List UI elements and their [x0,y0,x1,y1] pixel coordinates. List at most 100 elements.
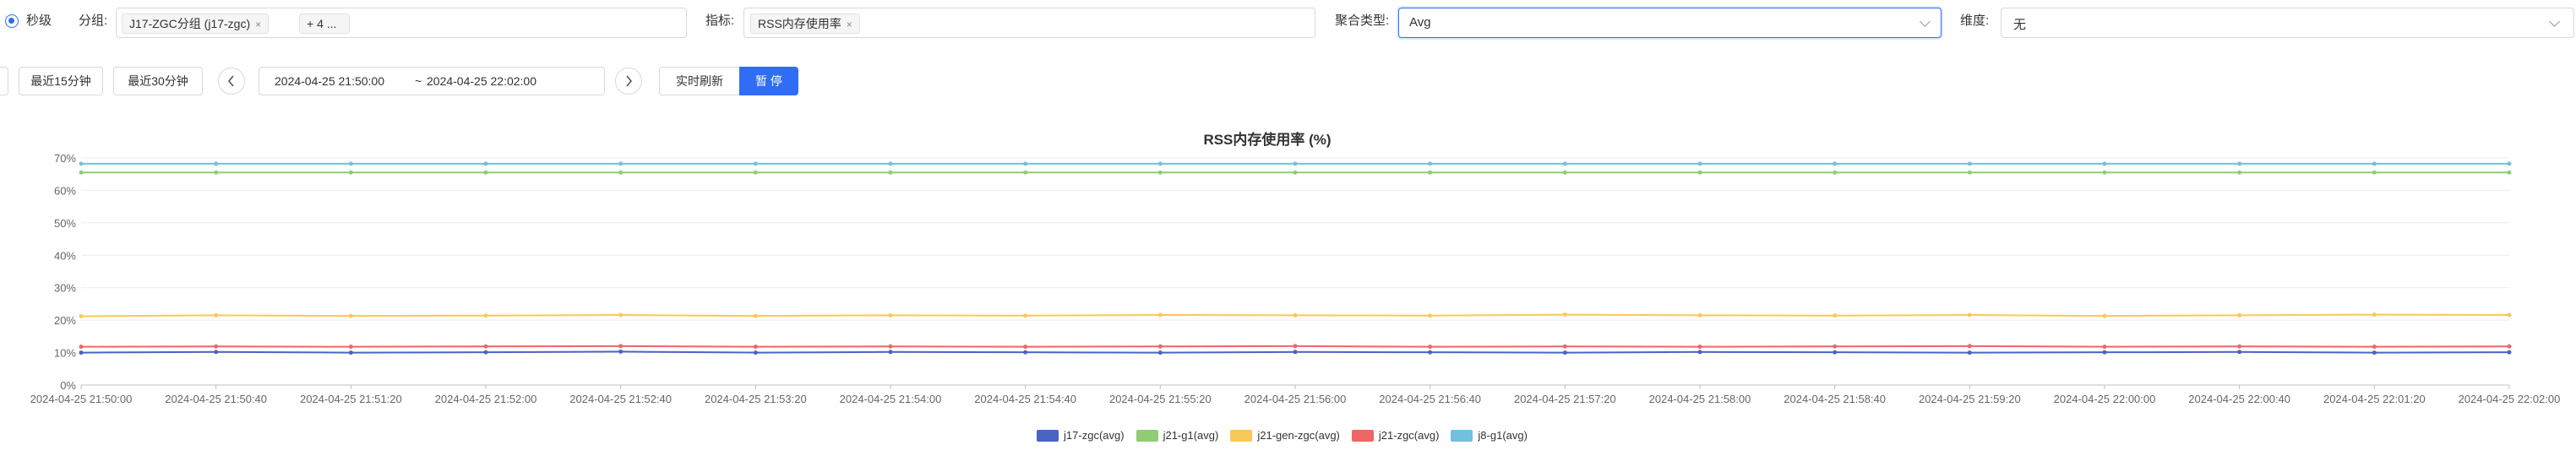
data-point[interactable] [2372,345,2377,350]
close-icon[interactable]: × [255,19,262,30]
data-point[interactable] [2372,161,2377,166]
data-point[interactable] [1967,161,1972,166]
data-point[interactable] [2372,170,2377,175]
data-point[interactable] [1157,161,1163,166]
data-point[interactable] [1157,312,1163,318]
last-30-min-button[interactable]: 最近30分钟 [113,67,203,95]
data-point[interactable] [2507,344,2512,349]
granularity-radio[interactable] [5,14,19,28]
prev-range-button[interactable] [218,68,245,95]
data-point[interactable] [348,170,353,175]
data-point[interactable] [1428,170,1433,175]
legend-item[interactable]: j21-g1(avg) [1136,429,1218,442]
next-range-button[interactable] [615,68,642,95]
data-point[interactable] [888,170,893,175]
data-point[interactable] [753,161,758,166]
data-point[interactable] [348,313,353,318]
data-point[interactable] [1833,161,1838,166]
data-point[interactable] [1293,312,1298,318]
metric-select[interactable]: RSS内存使用率 × [743,8,1315,38]
partial-button[interactable] [0,67,8,95]
data-point[interactable] [1562,350,1567,356]
time-range-picker[interactable]: 2024-04-25 21:50:00 ~ 2024-04-25 22:02:0… [259,67,605,95]
group-select[interactable]: J17-ZGC分组 (j17-zgc) × + 4 ... [116,8,687,38]
data-point[interactable] [1562,344,1567,349]
data-point[interactable] [1293,350,1298,355]
agg-select[interactable]: Avg [1398,8,1942,38]
data-point[interactable] [2372,350,2377,356]
data-point[interactable] [1833,313,1838,318]
data-point[interactable] [214,161,219,166]
data-point[interactable] [79,170,84,175]
data-point[interactable] [214,170,219,175]
data-point[interactable] [2237,350,2242,355]
data-point[interactable] [618,161,624,166]
legend-item[interactable]: j21-gen-zgc(avg) [1230,429,1340,442]
data-point[interactable] [2102,170,2107,175]
data-point[interactable] [1293,344,1298,349]
data-point[interactable] [618,349,624,354]
pause-button[interactable]: 暂 停 [739,67,798,95]
data-point[interactable] [79,161,84,166]
data-point[interactable] [618,312,624,318]
data-point[interactable] [2507,161,2512,166]
data-point[interactable] [1967,344,1972,349]
data-point[interactable] [348,350,353,356]
data-point[interactable] [2102,350,2107,355]
data-point[interactable] [2237,161,2242,166]
data-point[interactable] [2102,313,2107,318]
legend-item[interactable]: j21-zgc(avg) [1351,429,1439,442]
data-point[interactable] [2237,344,2242,349]
data-point[interactable] [753,170,758,175]
data-point[interactable] [2507,350,2512,355]
data-point[interactable] [1023,161,1028,166]
data-point[interactable] [1833,350,1838,355]
data-point[interactable] [1562,312,1567,318]
data-point[interactable] [214,312,219,318]
data-point[interactable] [483,161,488,166]
data-point[interactable] [888,312,893,318]
data-point[interactable] [1562,161,1567,166]
data-point[interactable] [1697,350,1702,355]
data-point[interactable] [1428,313,1433,318]
data-point[interactable] [1157,170,1163,175]
data-point[interactable] [1157,350,1163,356]
data-point[interactable] [348,161,353,166]
data-point[interactable] [753,345,758,350]
data-point[interactable] [2237,312,2242,318]
data-point[interactable] [753,350,758,356]
data-point[interactable] [79,350,84,356]
data-point[interactable] [618,344,624,349]
data-point[interactable] [348,345,353,350]
data-point[interactable] [483,313,488,318]
data-point[interactable] [2102,161,2107,166]
data-point[interactable] [1697,161,1702,166]
data-point[interactable] [79,345,84,350]
data-point[interactable] [1023,313,1028,318]
data-point[interactable] [1833,344,1838,349]
data-point[interactable] [2372,312,2377,318]
data-point[interactable] [618,170,624,175]
dim-select[interactable]: 无 [2001,8,2574,38]
data-point[interactable] [1967,170,1972,175]
data-point[interactable] [1293,161,1298,166]
data-point[interactable] [2507,170,2512,175]
data-point[interactable] [1428,350,1433,355]
data-point[interactable] [1023,350,1028,355]
data-point[interactable] [1697,312,1702,318]
data-point[interactable] [1023,345,1028,350]
data-point[interactable] [1428,161,1433,166]
data-point[interactable] [1833,170,1838,175]
data-point[interactable] [1428,345,1433,350]
realtime-refresh-button[interactable]: 实时刷新 [659,67,740,95]
last-15-min-button[interactable]: 最近15分钟 [19,67,103,95]
close-icon[interactable]: × [846,19,852,30]
data-point[interactable] [753,313,758,318]
legend-item[interactable]: j8-g1(avg) [1451,429,1528,442]
data-point[interactable] [1697,345,1702,350]
data-point[interactable] [888,350,893,355]
data-point[interactable] [2507,312,2512,318]
data-point[interactable] [2237,170,2242,175]
data-point[interactable] [888,344,893,349]
data-point[interactable] [2102,345,2107,350]
